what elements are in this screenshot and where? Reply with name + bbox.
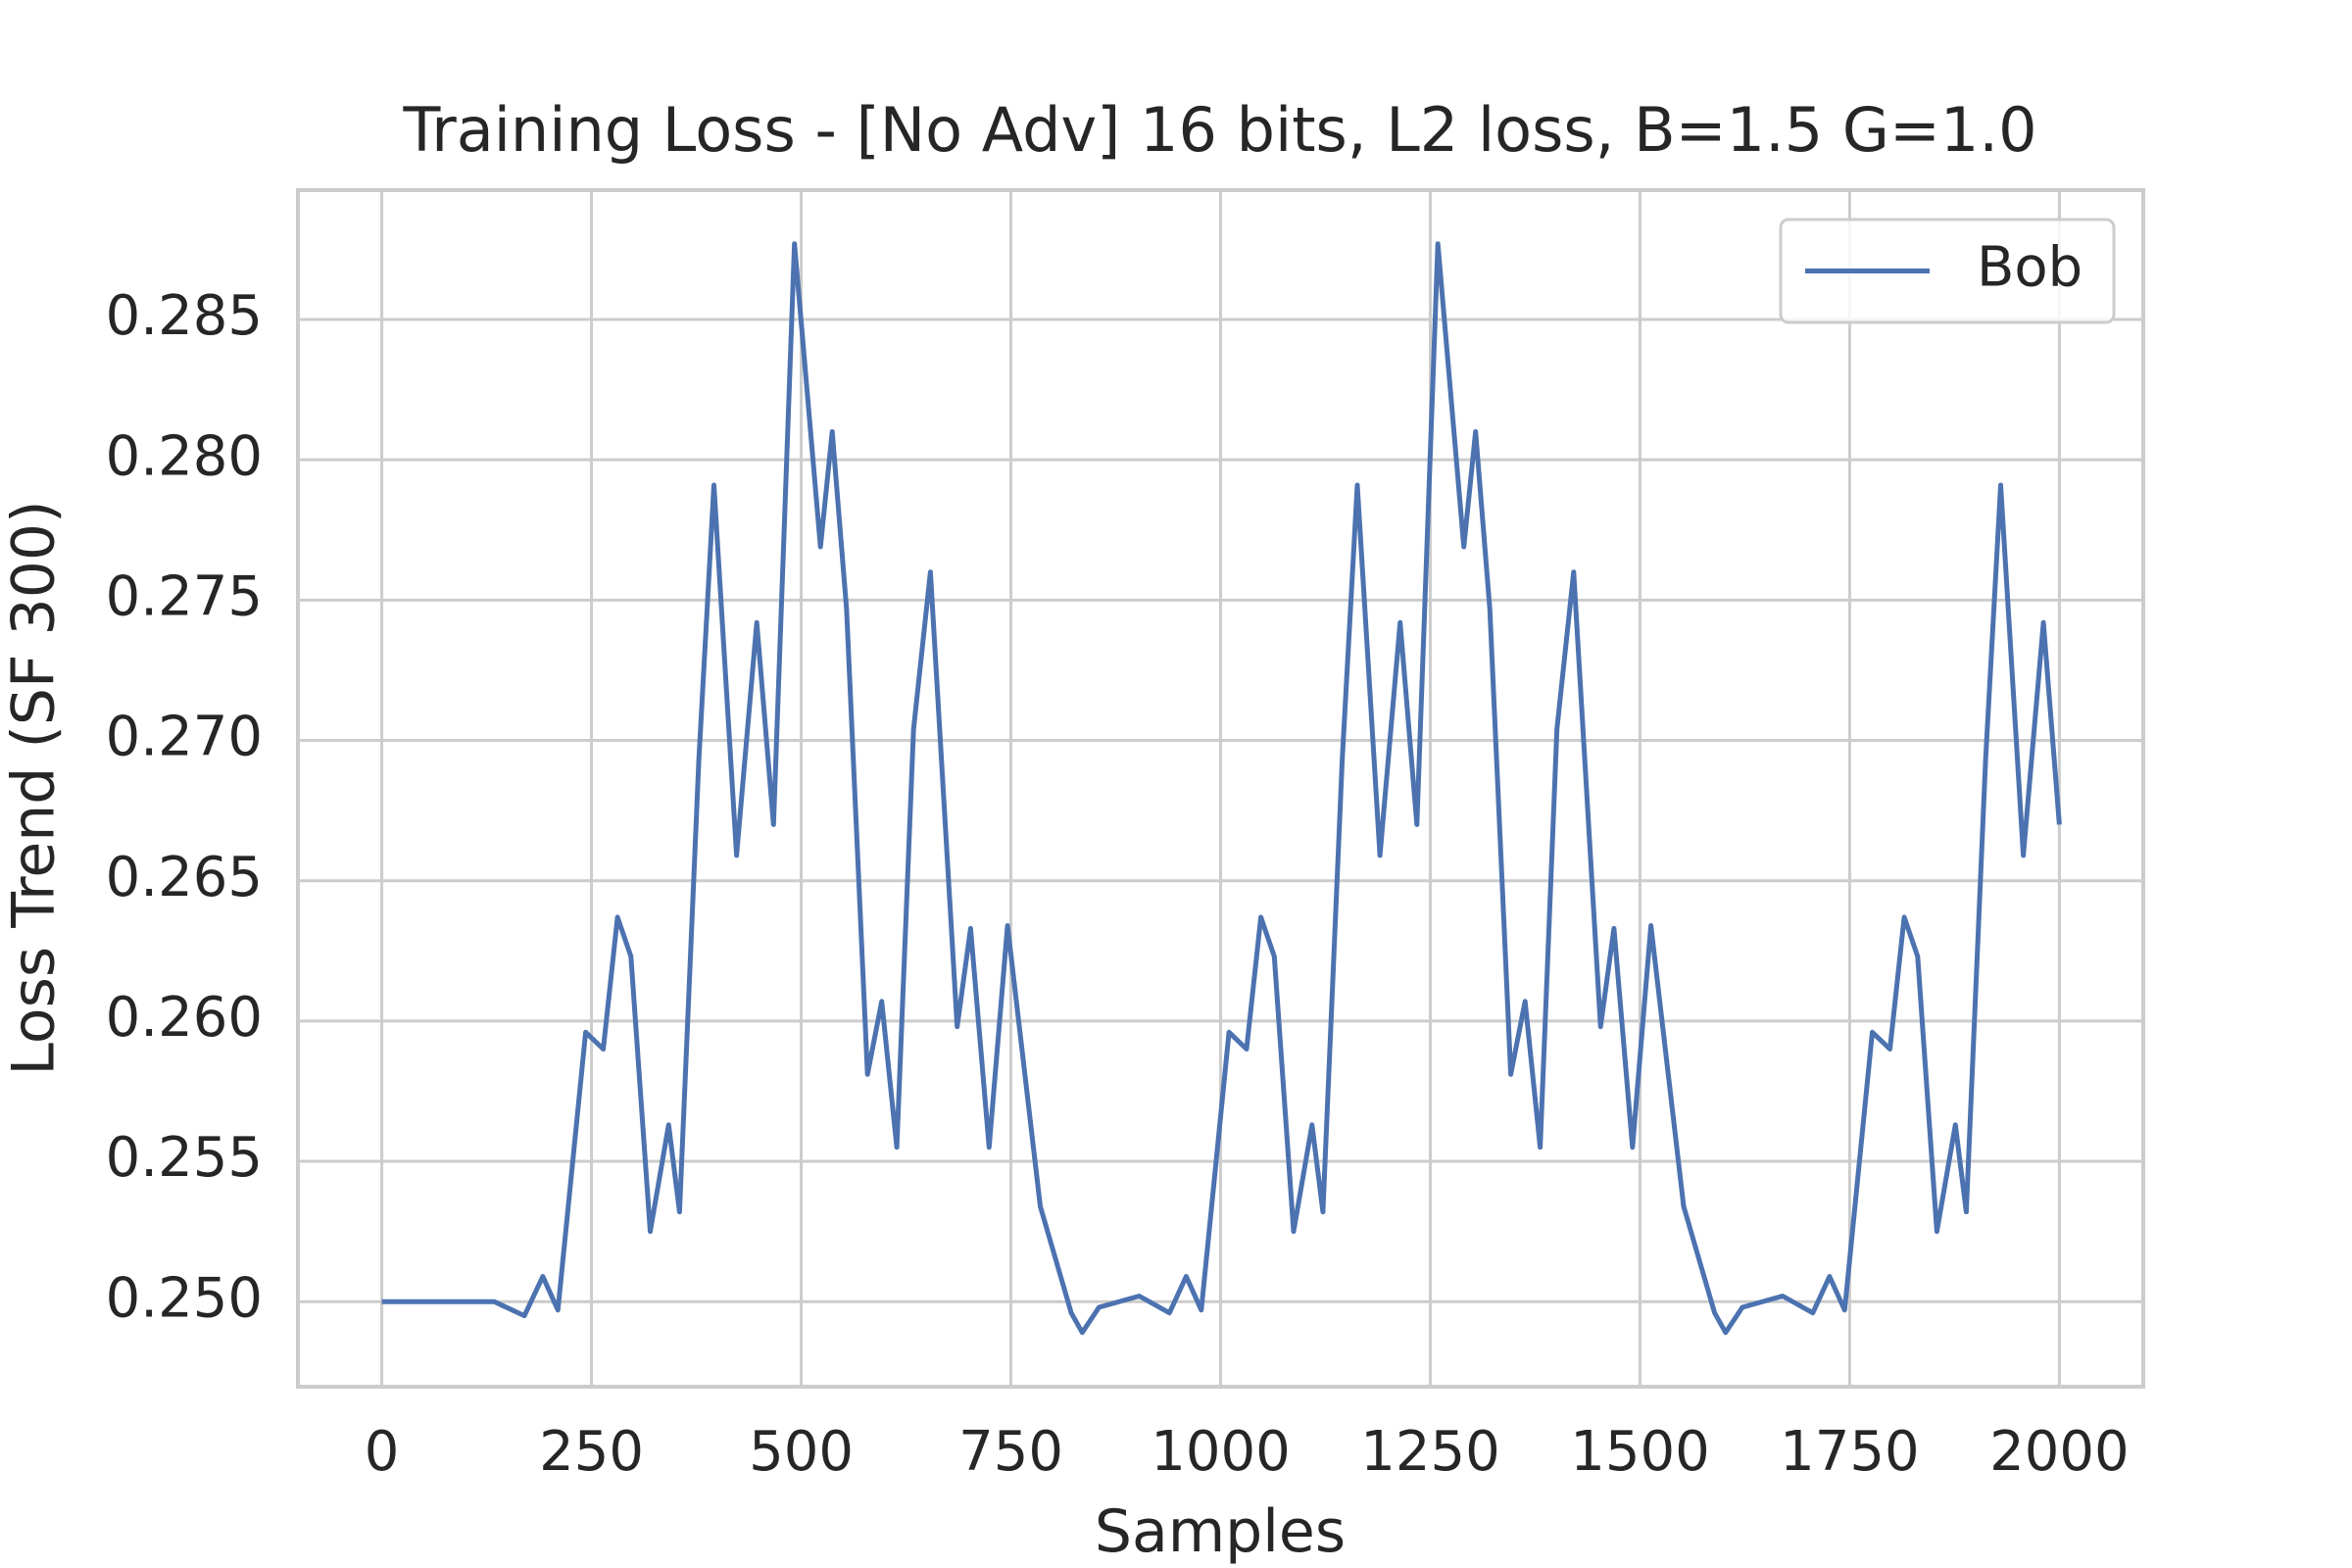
y-tick-label: 0.255 xyxy=(106,1126,263,1190)
y-tick-label: 0.285 xyxy=(106,284,263,348)
y-tick-label: 0.250 xyxy=(106,1266,263,1330)
legend-box xyxy=(1779,218,2116,324)
x-tick-label: 1500 xyxy=(1570,1420,1710,1484)
x-tick-label: 500 xyxy=(749,1420,854,1484)
legend-label: Bob xyxy=(1977,236,2082,300)
x-tick-label: 750 xyxy=(958,1420,1063,1484)
x-tick-label: 2000 xyxy=(1989,1420,2130,1484)
x-tick-label: 0 xyxy=(365,1420,400,1484)
x-axis-label: Samples xyxy=(1095,1497,1346,1566)
plot-frame xyxy=(296,188,2145,1389)
y-tick-label: 0.280 xyxy=(106,424,263,488)
y-tick-label: 0.270 xyxy=(106,706,263,769)
x-tick-label: 1250 xyxy=(1360,1420,1500,1484)
x-tick-label: 250 xyxy=(539,1420,644,1484)
x-tick-label: 1000 xyxy=(1151,1420,1291,1484)
data-line xyxy=(381,241,2062,1336)
y-tick-label: 0.265 xyxy=(106,846,263,909)
x-tick-label: 1750 xyxy=(1780,1420,1920,1484)
y-axis-label: Loss Trend (SF 300) xyxy=(0,501,69,1076)
chart-title: Training Loss - [No Adv] 16 bits, L2 los… xyxy=(402,94,2036,166)
y-tick-label: 0.275 xyxy=(106,564,263,628)
y-tick-label: 0.260 xyxy=(106,986,263,1050)
